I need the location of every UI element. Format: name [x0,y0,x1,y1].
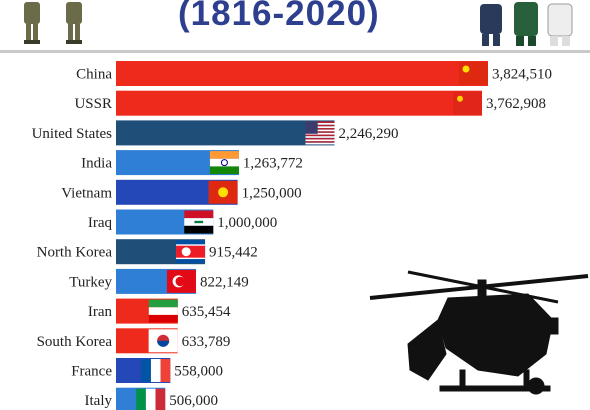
category-label-iraq: Iraq [88,215,113,231]
chart-title: (1816-2020) [178,0,380,33]
value-label-italy: 506,000 [169,393,218,409]
bar-united-states [116,120,335,146]
attack-helicopter-icon [369,270,589,395]
value-label-france: 558,000 [174,364,223,380]
category-label-turkey: Turkey [69,274,112,290]
bar-ussr [116,90,483,116]
us-flag [305,121,335,145]
south-korea-flag [148,329,178,353]
value-label-north-korea: 915,442 [209,245,258,261]
value-label-iran: 635,454 [182,304,231,320]
north-korea-flag [176,240,206,264]
uniformed-soldiers-icon [480,2,573,46]
ussr-flag [453,91,483,115]
chart-header: (1816-2020) [0,0,590,50]
value-label-iraq: 1,000,000 [217,215,277,231]
value-label-china: 3,824,510 [492,67,552,83]
vietnam-flag [208,180,238,204]
value-label-turkey: 822,149 [200,274,249,290]
value-label-united-states: 2,246,290 [338,126,398,142]
italy-flag [136,388,166,410]
value-label-india: 1,263,772 [243,156,303,172]
value-label-ussr: 3,762,908 [486,96,546,112]
india-flag [209,151,239,175]
header-divider [0,50,590,53]
china-flag [459,62,488,85]
value-label-vietnam: 1,250,000 [242,185,302,201]
turkey-flag [166,269,196,293]
category-label-north-korea: North Korea [37,245,113,261]
category-label-china: China [76,67,112,83]
france-flag [141,359,171,382]
soldiers-icon [24,2,82,44]
value-label-south-korea: 633,789 [182,334,231,350]
category-label-south-korea: South Korea [37,334,113,350]
iraq-flag [184,210,214,234]
category-label-iran: Iran [88,304,113,320]
bar-china [116,61,488,86]
category-label-france: France [71,364,112,380]
category-label-italy: Italy [85,393,113,409]
category-label-ussr: USSR [74,96,112,112]
iran-flag [148,299,178,323]
category-label-india: India [81,156,112,172]
category-label-vietnam: Vietnam [61,185,112,201]
category-label-united-states: United States [32,126,113,142]
